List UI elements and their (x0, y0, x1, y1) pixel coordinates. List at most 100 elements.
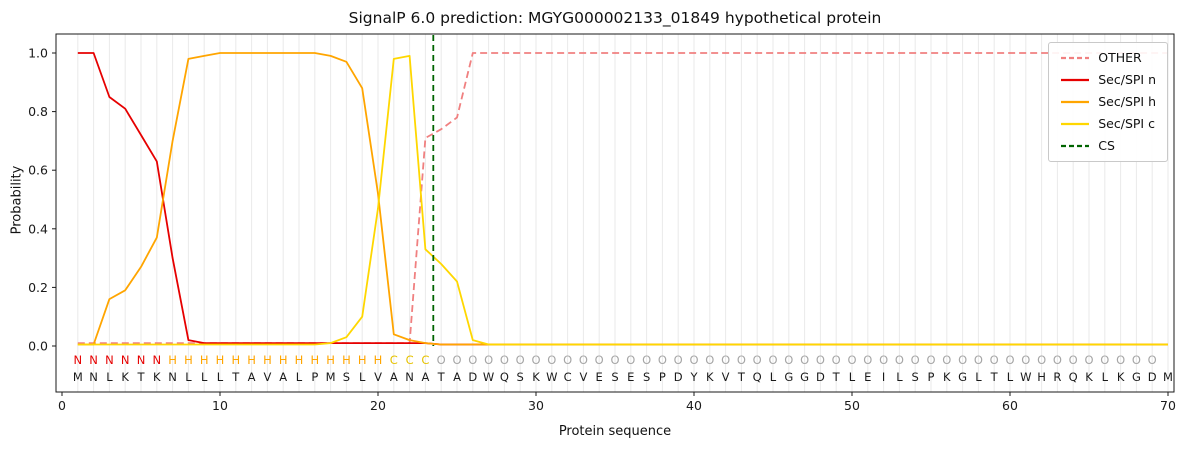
sequence-letter: N (168, 370, 177, 384)
sequence-letter: G (784, 370, 793, 384)
sequence-letter: E (596, 370, 603, 384)
sequence-letter: T (990, 370, 999, 384)
region-letter: H (326, 353, 335, 367)
sequence-letter: W (483, 370, 494, 384)
region-letter: O (879, 353, 888, 367)
legend-item-cs: CS (1060, 139, 1156, 153)
region-letter: O (895, 353, 904, 367)
x-tick-label: 20 (370, 398, 386, 413)
sequence-letter: Q (500, 370, 509, 384)
sequence-letter: K (153, 370, 161, 384)
sequence-letter: R (1053, 370, 1061, 384)
sequence-letter: Y (689, 370, 698, 384)
region-letter: O (610, 353, 619, 367)
region-letter: O (816, 353, 825, 367)
sequence-letter: K (943, 370, 951, 384)
region-letter: O (768, 353, 777, 367)
x-tick-label: 0 (58, 398, 66, 413)
sequence-letter: L (217, 370, 224, 384)
sequence-letter: W (1020, 370, 1031, 384)
sequence-letter: P (928, 370, 935, 384)
region-letter: H (358, 353, 367, 367)
region-letter: O (484, 353, 493, 367)
sequence-letter: M (1163, 370, 1173, 384)
sequence-letter: N (89, 370, 98, 384)
sequence-letter: C (564, 370, 572, 384)
legend-line-sample (1061, 78, 1090, 82)
sequence-letter: D (468, 370, 477, 384)
sequence-letter: D (674, 370, 683, 384)
region-letter: O (832, 353, 841, 367)
region-letter: O (974, 353, 983, 367)
sequence-letter: K (706, 370, 714, 384)
sequence-letter: K (532, 370, 540, 384)
region-letter: O (468, 353, 477, 367)
legend-label: CS (1098, 138, 1115, 153)
region-letter: N (89, 353, 98, 367)
sequence-letter: T (737, 370, 746, 384)
region-letter: O (1069, 353, 1078, 367)
region-letter: H (279, 353, 288, 367)
region-letter: O (911, 353, 920, 367)
sequence-letter: I (882, 370, 885, 384)
sequence-letter: A (279, 370, 287, 384)
region-letter: H (263, 353, 272, 367)
region-letter: O (531, 353, 540, 367)
region-letter: O (500, 353, 509, 367)
legend-item-other: OTHER (1060, 51, 1156, 65)
sequence-letter: L (770, 370, 777, 384)
sequence-letter: Q (753, 370, 762, 384)
region-letter: O (658, 353, 667, 367)
region-letter: H (216, 353, 225, 367)
region-letter: O (990, 353, 999, 367)
sequence-letter: S (517, 370, 524, 384)
chart-title: SignalP 6.0 prediction: MGYG000002133_01… (348, 9, 882, 27)
series-other (77, 52, 1168, 345)
x-tick-label: 40 (686, 398, 702, 413)
sequence-letter: D (816, 370, 825, 384)
series-sec-spi-h (77, 52, 1168, 346)
legend-item-sec-spi-h: Sec/SPI h (1060, 95, 1156, 109)
x-tick-label: 60 (1002, 398, 1018, 413)
sequence-letter: N (405, 370, 414, 384)
region-letter: O (595, 353, 604, 367)
sequence-letter: A (421, 370, 429, 384)
region-letter: N (121, 353, 130, 367)
sequence-letter: G (958, 370, 967, 384)
region-letter: N (73, 353, 82, 367)
region-letter: O (674, 353, 683, 367)
region-letter: O (1132, 353, 1141, 367)
region-letter: H (310, 353, 319, 367)
x-tick-label: 30 (528, 398, 544, 413)
region-letter: H (295, 353, 304, 367)
region-letter: O (437, 353, 446, 367)
sequence-letter: A (248, 370, 256, 384)
region-letter: H (374, 353, 383, 367)
legend-line-sample (1061, 56, 1090, 60)
sequence-letter: L (296, 370, 303, 384)
legend-line-sample (1061, 100, 1090, 104)
y-tick-label: 0.0 (28, 339, 48, 354)
sequence-letter: L (849, 370, 856, 384)
x-tick-label: 70 (1160, 398, 1176, 413)
sequence-letter: A (390, 370, 398, 384)
sequence-letter: E (864, 370, 871, 384)
sequence-letter: S (643, 370, 650, 384)
region-letter: C (421, 353, 429, 367)
region-letter: N (152, 353, 161, 367)
region-letter: O (784, 353, 793, 367)
sequence-letter: T (832, 370, 841, 384)
sequence-letter: V (579, 370, 587, 384)
region-letter: O (705, 353, 714, 367)
sequence-letter: T (136, 370, 145, 384)
sequence-letter: S (912, 370, 919, 384)
sequence-letter: W (546, 370, 557, 384)
sequence-letter: L (975, 370, 982, 384)
sequence-letter: K (1117, 370, 1125, 384)
series-sec-spi-n (77, 52, 1168, 346)
sequence-letter: G (1132, 370, 1141, 384)
sequence-letter: P (659, 370, 666, 384)
